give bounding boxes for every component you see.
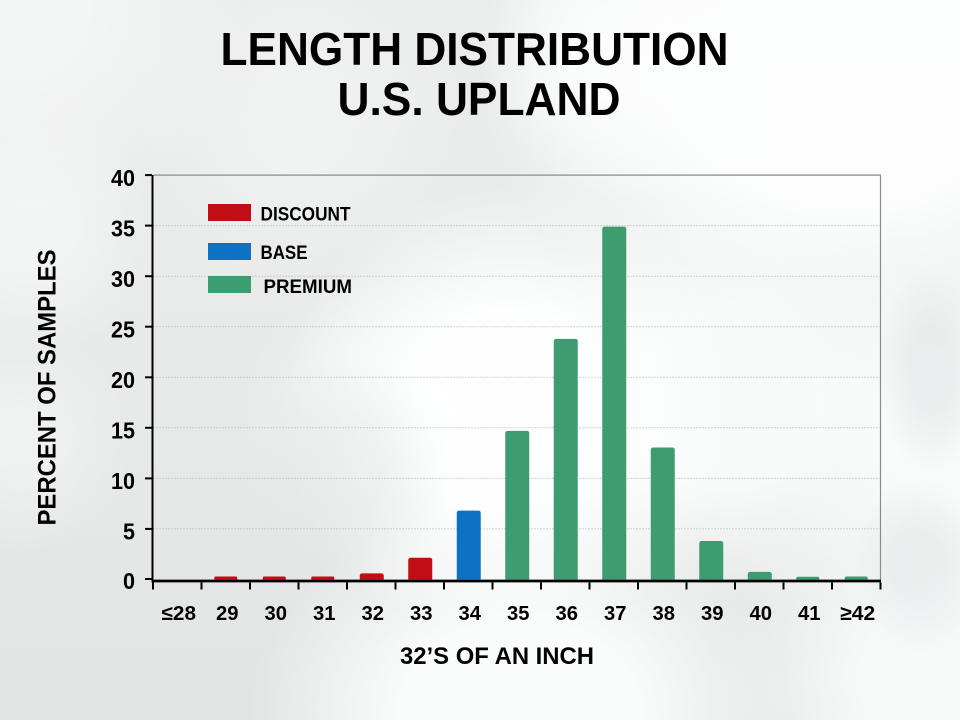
svg-text:40: 40 xyxy=(750,602,773,625)
svg-text:40: 40 xyxy=(111,165,135,191)
svg-text:25: 25 xyxy=(111,316,135,342)
svg-text:41: 41 xyxy=(798,602,821,625)
svg-text:32: 32 xyxy=(362,602,385,625)
svg-text:29: 29 xyxy=(216,602,239,625)
svg-text:37: 37 xyxy=(604,602,627,625)
svg-text:U.S. UPLAND: U.S. UPLAND xyxy=(338,73,621,125)
svg-text:35: 35 xyxy=(507,602,530,625)
svg-text:38: 38 xyxy=(653,602,676,625)
svg-text:32’S OF AN INCH: 32’S OF AN INCH xyxy=(400,643,594,670)
svg-text:5: 5 xyxy=(123,519,135,545)
svg-text:≤28: ≤28 xyxy=(162,602,197,625)
svg-text:35: 35 xyxy=(111,215,135,241)
svg-text:0: 0 xyxy=(123,568,135,594)
svg-text:30: 30 xyxy=(265,602,288,625)
svg-text:39: 39 xyxy=(701,602,724,625)
svg-text:36: 36 xyxy=(556,602,579,625)
svg-text:PERCENT OF SAMPLES: PERCENT OF SAMPLES xyxy=(34,250,62,526)
svg-text:34: 34 xyxy=(459,602,482,625)
svg-text:DISCOUNT: DISCOUNT xyxy=(261,204,351,226)
svg-text:31: 31 xyxy=(313,602,336,625)
svg-text:≥42: ≥42 xyxy=(840,602,875,625)
svg-text:15: 15 xyxy=(111,418,135,444)
svg-text:30: 30 xyxy=(111,266,135,292)
svg-text:BASE: BASE xyxy=(261,242,308,264)
svg-text:33: 33 xyxy=(410,602,433,625)
svg-text:20: 20 xyxy=(111,367,135,393)
svg-text:10: 10 xyxy=(111,468,135,494)
svg-text:LENGTH DISTRIBUTION: LENGTH DISTRIBUTION xyxy=(221,23,729,75)
svg-text:PREMIUM: PREMIUM xyxy=(264,276,353,298)
